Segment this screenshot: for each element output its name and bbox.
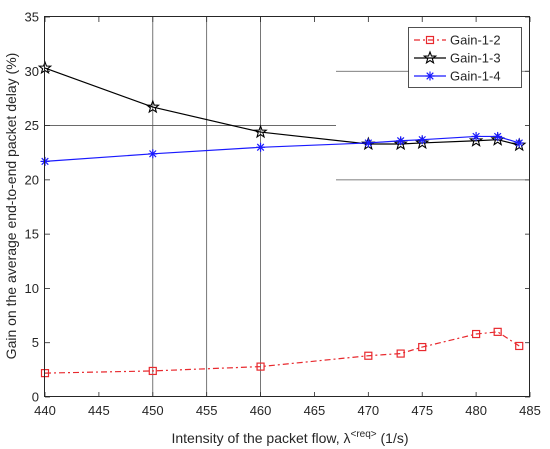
y-tick-label: 15: [25, 227, 39, 242]
y-tick-label: 35: [25, 10, 39, 25]
x-tick-label: 455: [196, 403, 218, 418]
data-point-asterisk: [256, 142, 266, 152]
data-point-asterisk: [396, 136, 406, 146]
x-tick-label: 475: [411, 403, 433, 418]
data-point-star: [393, 136, 408, 151]
data-point-asterisk: [417, 135, 427, 145]
legend-entry: Gain-1-3: [414, 50, 501, 66]
data-point-asterisk: [493, 131, 503, 141]
x-tick-label: 465: [304, 403, 326, 418]
legend-entry: Gain-1-2: [414, 33, 501, 48]
axes: 440 445 450 455 460 465 470 475 480 485 0 5 10 15 20 25…: [25, 10, 541, 419]
series-layer: [37, 60, 527, 378]
x-tick-label: 450: [142, 403, 164, 418]
legend-label: Gain-1-3: [450, 51, 501, 66]
x-axis-label-superscript: <req>: [350, 429, 376, 440]
legend-entry: Gain-1-4: [414, 69, 501, 84]
data-point-square: [493, 327, 502, 336]
y-axis-label: Gain on the average end-to-end packet de…: [3, 53, 19, 360]
data-point-square: [418, 342, 427, 352]
x-tick-label: 460: [250, 403, 272, 418]
series-gain-1-2: [40, 327, 524, 378]
y-tick-label: 30: [25, 64, 39, 79]
plot-area-frame: [44, 16, 530, 397]
data-point-square: [425, 35, 435, 45]
y-tick-label: 0: [32, 390, 39, 405]
x-tick-label: 480: [465, 403, 487, 418]
y-tick-label: 20: [25, 172, 39, 187]
data-point-asterisk: [363, 138, 373, 148]
x-tick-label: 445: [88, 403, 110, 418]
legend-label: Gain-1-4: [450, 69, 501, 84]
series-gain-1-4: [40, 131, 524, 166]
data-point-star: [422, 50, 438, 65]
x-tick-label: 440: [34, 403, 56, 418]
data-point-square: [396, 349, 405, 358]
data-point-square: [364, 351, 373, 360]
x-axis-label-unit: (1/s): [381, 430, 409, 446]
legend: Gain-1-2 Gain-1-3 Gain-1-4: [408, 27, 522, 88]
data-point-asterisk: [148, 149, 158, 159]
x-tick-label: 470: [357, 403, 379, 418]
y-tick-label: 10: [25, 281, 39, 296]
data-point-asterisk: [425, 71, 435, 81]
legend-label: Gain-1-2: [450, 33, 501, 48]
series-line: [44, 331, 520, 374]
data-point-star: [145, 99, 160, 114]
data-point-square: [256, 362, 265, 371]
series-line: [44, 135, 520, 162]
y-tick-label: 25: [25, 118, 39, 133]
data-point-star: [415, 135, 430, 150]
data-point-asterisk: [471, 131, 481, 141]
data-point-square: [472, 329, 481, 339]
data-point-star: [468, 133, 484, 147]
data-point-asterisk: [514, 138, 524, 148]
data-point-square: [515, 341, 524, 351]
data-point-square: [148, 366, 157, 376]
x-tick-label: 485: [519, 403, 541, 418]
data-point-star: [253, 124, 268, 139]
x-axis-label: Intensity of the packet flow, λ<req> (1/…: [171, 429, 408, 446]
y-tick-label: 5: [32, 335, 39, 350]
